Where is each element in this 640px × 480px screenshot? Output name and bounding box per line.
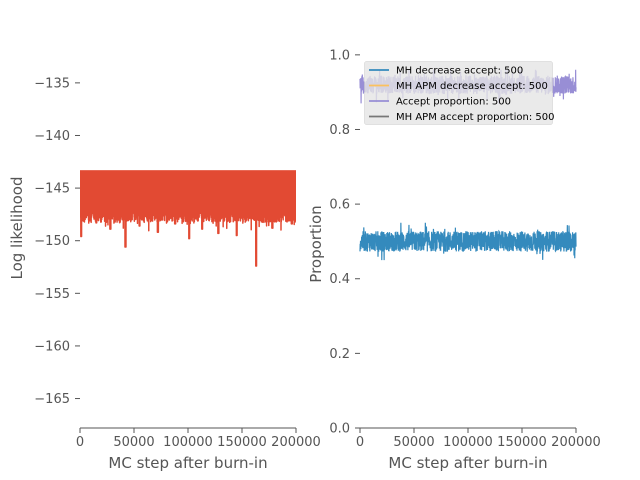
right-y-tick-label: 0.6 [329,198,350,213]
legend: MH decrease accept: 500 MH APM decrease a… [364,61,554,125]
right-x-axis-label: MC step after burn-in [388,454,547,472]
proportion-panel: 0 50000 100000 150000 200000 0.0 0.2 0.4 0.6 0.8 1… [307,48,601,472]
left-y-tick-label: −145 [34,182,70,197]
left-x-tick-label: 200000 [271,435,321,450]
legend-label: MH decrease accept: 500 [396,66,523,77]
left-y-tick-label: −160 [34,339,70,354]
left-y-tick-label: −155 [34,287,70,302]
right-y-tick-label: 0.2 [329,347,350,362]
log-likelihood-band [80,170,296,209]
right-x-tick-label: 200000 [551,435,601,450]
right-y-axis-label: Proportion [307,205,325,282]
right-x-tick-label: 0 [356,435,364,450]
right-x-tick-label: 100000 [443,435,493,450]
left-x-tick-label: 100000 [163,435,213,450]
left-x-tick-label: 0 [76,435,84,450]
legend-label: MH APM accept proportion: 500 [396,112,554,123]
right-y-tick-label: 0.8 [329,123,350,138]
right-x-tick-label: 50000 [393,435,434,450]
left-y-tick-label: −135 [34,76,70,91]
left-y-tick-label: −140 [34,129,70,144]
right-y-tick-label: 0.4 [329,272,350,287]
legend-label: MH APM decrease accept: 500 [396,81,548,92]
right-x-tick-label: 150000 [497,435,547,450]
left-y-axis-label: Log likelihood [8,177,26,280]
right-y-tick-label: 0.0 [329,422,350,437]
log-likelihood-panel: 0 50000 100000 150000 200000 −135 −140 −145 −150… [8,76,321,472]
left-x-tick-label: 50000 [113,435,154,450]
legend-box [364,61,553,125]
mh-decrease-accept-trace [359,222,577,261]
left-y-tick-label: −150 [34,234,70,249]
left-x-tick-label: 150000 [217,435,267,450]
legend-label: Accept proportion: 500 [396,97,511,108]
right-y-tick-label: 1.0 [329,48,350,63]
left-x-axis-label: MC step after burn-in [108,454,267,472]
left-y-tick-label: −165 [34,392,70,407]
